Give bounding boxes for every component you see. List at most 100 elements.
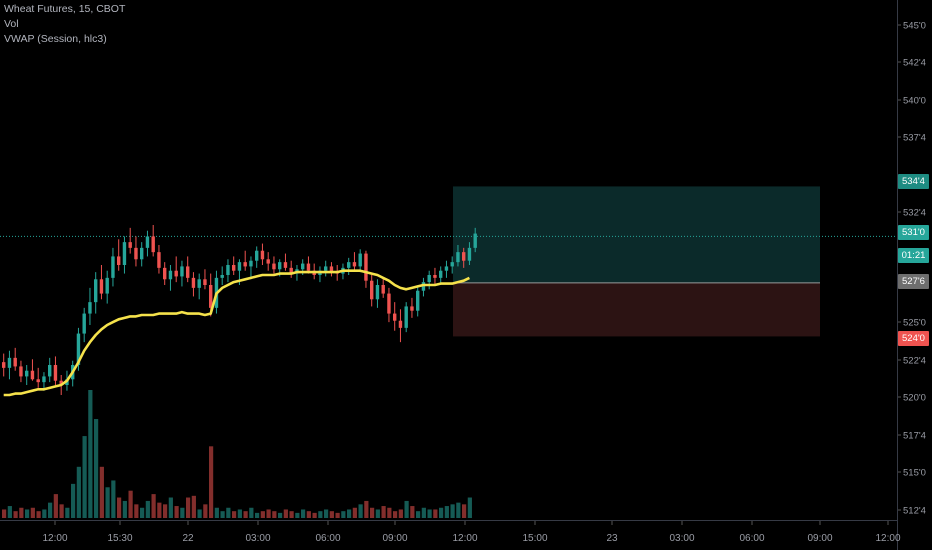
candle[interactable] (243, 250, 247, 271)
candle[interactable] (467, 242, 472, 265)
candle[interactable] (88, 287, 92, 325)
candle[interactable] (42, 372, 46, 391)
candle[interactable] (13, 347, 17, 371)
candle[interactable] (398, 309, 403, 343)
candle[interactable] (364, 250, 368, 288)
candle[interactable] (105, 270, 109, 304)
candle[interactable] (410, 297, 414, 318)
volume-bar (134, 504, 139, 518)
candle-body (151, 236, 155, 253)
volume-bar (283, 509, 288, 518)
candle[interactable] (128, 227, 132, 254)
candle[interactable] (111, 247, 115, 287)
candle-body (105, 277, 109, 294)
price-axis[interactable]: 545'0 542'4 540'0 537'4 532'4 525'0 522'4 520'0… (897, 0, 926, 550)
candle[interactable] (272, 256, 276, 274)
volume-bar (347, 509, 352, 518)
bar-countdown-badge: 01:21 (898, 248, 929, 263)
candle[interactable] (174, 256, 178, 283)
candle[interactable] (191, 272, 196, 297)
candle[interactable] (375, 279, 380, 308)
candle[interactable] (94, 272, 98, 314)
candle[interactable] (220, 266, 224, 285)
candle[interactable] (2, 353, 6, 377)
candle[interactable] (260, 243, 265, 265)
candle[interactable] (48, 357, 52, 383)
candle[interactable] (381, 277, 385, 298)
candle[interactable] (387, 287, 391, 323)
candle[interactable] (226, 259, 230, 283)
candle[interactable] (439, 266, 443, 284)
candle[interactable] (36, 367, 40, 388)
candle[interactable] (186, 256, 190, 283)
candle[interactable] (249, 256, 253, 280)
candle[interactable] (444, 260, 449, 278)
candle-body (444, 266, 449, 271)
candle[interactable] (318, 266, 322, 283)
loss-zone[interactable] (453, 282, 820, 337)
volume-bar (358, 504, 363, 518)
volume-bar (82, 436, 87, 518)
candlesticks[interactable] (2, 225, 477, 395)
candle[interactable] (370, 275, 374, 307)
candle[interactable] (462, 247, 466, 268)
candle[interactable] (255, 246, 259, 268)
candle[interactable] (358, 249, 362, 273)
candle[interactable] (306, 256, 311, 274)
candle[interactable] (30, 359, 35, 381)
candle[interactable] (197, 273, 201, 300)
candle[interactable] (329, 262, 334, 277)
candle[interactable] (19, 360, 23, 383)
candle[interactable] (352, 252, 357, 271)
candle[interactable] (145, 230, 150, 257)
candle[interactable] (7, 350, 12, 380)
candle[interactable] (393, 302, 397, 331)
candle[interactable] (140, 242, 144, 267)
volume-bar (341, 511, 346, 518)
candle[interactable] (433, 267, 437, 285)
position-zones[interactable] (0, 186, 898, 337)
candle[interactable] (416, 286, 420, 317)
candle[interactable] (99, 265, 104, 300)
candle[interactable] (117, 239, 121, 271)
price-tick-label: 540'0 (903, 96, 926, 107)
candle[interactable] (122, 236, 127, 274)
time-tick-label: 15:30 (107, 533, 132, 544)
candle-body (111, 256, 115, 278)
candle[interactable] (473, 227, 477, 253)
candle[interactable] (347, 257, 351, 275)
candle[interactable] (324, 260, 328, 277)
vwap-indicator-label[interactable]: VWAP (Session, hlc3) (4, 33, 107, 45)
candle-body (358, 253, 362, 267)
candle[interactable] (427, 270, 431, 290)
candle[interactable] (283, 253, 288, 271)
candle[interactable] (289, 260, 293, 278)
volume-bar (174, 506, 179, 518)
candle[interactable] (82, 307, 86, 343)
volume-bar (163, 504, 168, 518)
candle[interactable] (157, 245, 161, 274)
candle-body (433, 275, 437, 278)
time-axis[interactable]: 12:00 15:30 22 03:00 06:00 09:00 12:00 15:00 23 0… (0, 520, 901, 545)
symbol-title[interactable]: Wheat Futures, 15, CBOT (4, 3, 126, 15)
candle[interactable] (203, 269, 207, 290)
candle[interactable] (232, 256, 236, 275)
price-tick-label: 525'0 (903, 318, 926, 329)
candle[interactable] (450, 256, 454, 274)
candle[interactable] (404, 302, 408, 333)
volume-indicator-label[interactable]: Vol (4, 18, 19, 30)
candle[interactable] (53, 356, 58, 385)
profit-zone[interactable] (453, 186, 820, 283)
volume-bar (278, 512, 283, 518)
candle[interactable] (168, 265, 173, 291)
candle[interactable] (180, 260, 184, 287)
candle[interactable] (134, 236, 138, 267)
chart-legend: Wheat Futures, 15, CBOT Vol VWAP (Sessio… (4, 2, 125, 47)
candle[interactable] (163, 262, 167, 285)
candle[interactable] (25, 365, 29, 385)
candle[interactable] (456, 245, 460, 267)
candle[interactable] (266, 252, 270, 271)
candle[interactable] (151, 225, 155, 257)
candle[interactable] (421, 277, 426, 297)
